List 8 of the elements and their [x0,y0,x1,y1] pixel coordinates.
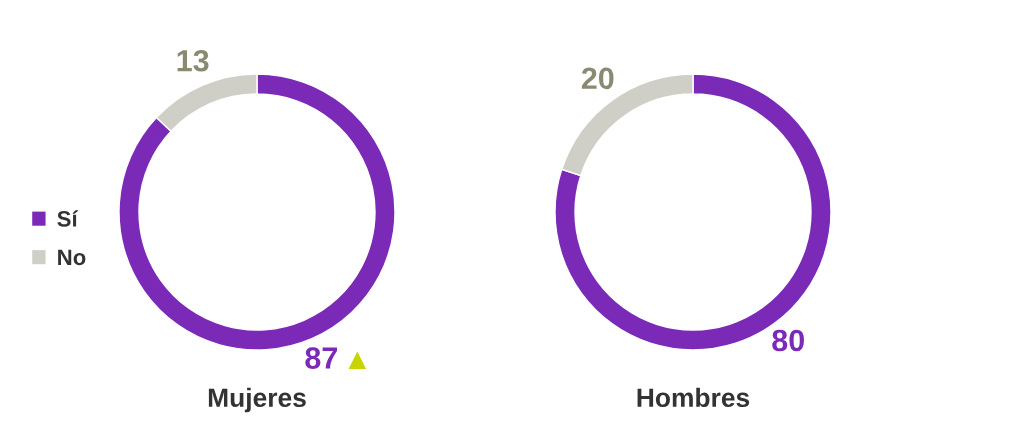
legend-label: Sí [57,210,79,227]
legend-label: No [58,249,86,266]
data-label: 13 [177,49,209,72]
text: Hombres [637,387,750,408]
data-label: 20 [581,67,614,90]
text: Mujeres [208,387,306,413]
data-label: 80 [772,329,804,352]
data-label: 87 [305,347,337,369]
